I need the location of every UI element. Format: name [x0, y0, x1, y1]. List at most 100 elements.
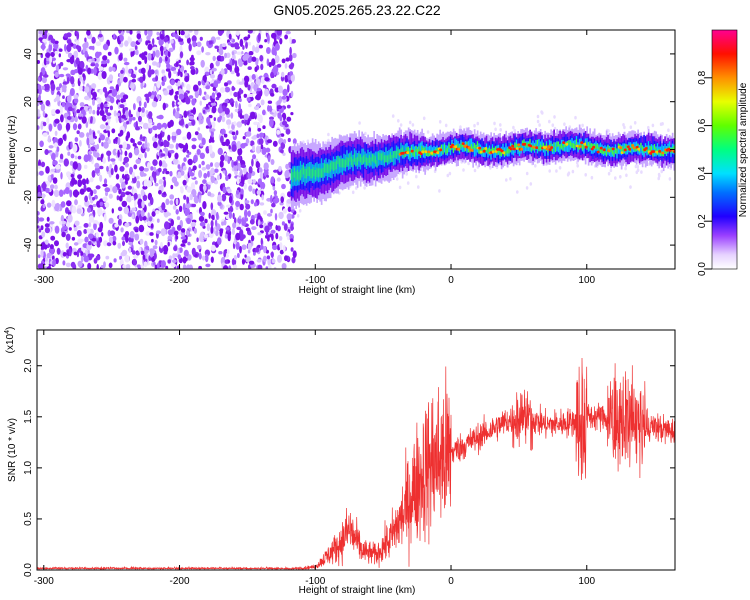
spectrogram-noise-blob: [76, 208, 82, 215]
spectrogram-signal-cell: [436, 147, 438, 153]
spectrogram-noise-blob: [70, 69, 76, 75]
spectrogram-signal-cell: [625, 143, 627, 149]
spectrogram-noise-blob: [162, 176, 166, 180]
spectrogram-signal-cell: [500, 151, 503, 156]
spectrogram-noise-blob: [59, 83, 62, 89]
spectrogram-noise-blob: [149, 249, 154, 258]
spectrogram-noise-blob: [47, 135, 51, 143]
spectrogram-noise-blob: [614, 176, 617, 180]
spectrogram-noise-blob: [476, 121, 480, 126]
spectrogram-peak-cell: [620, 151, 624, 155]
spectrogram-signal-cell: [640, 142, 642, 148]
spectrogram-noise-blob: [208, 212, 211, 219]
spectrogram-noise-blob: [137, 106, 142, 113]
spectrogram-noise-blob: [50, 51, 55, 58]
spectrogram-noise-blob: [142, 73, 146, 81]
spectrogram-noise-blob: [189, 56, 195, 62]
spectrogram-noise-blob: [106, 242, 112, 247]
spectrogram-noise-blob: [265, 30, 270, 34]
spectrogram-noise-blob: [221, 221, 225, 226]
spectrogram-noise-blob: [113, 258, 117, 263]
spectrogram-noise-blob: [153, 261, 156, 266]
spectrogram-noise-blob: [131, 250, 136, 255]
spectrogram-signal-cell: [490, 149, 492, 160]
spectrogram-noise-blob: [660, 169, 663, 174]
spectrogram-noise-blob: [153, 166, 157, 172]
spectrogram-signal-cell: [587, 142, 590, 148]
spectrogram-noise-blob: [226, 119, 232, 126]
spectrogram-noise-blob: [241, 244, 247, 250]
spectrogram-noise-blob: [260, 63, 264, 71]
spectrogram-noise-blob: [233, 254, 237, 261]
spectrogram-signal-cell: [491, 147, 494, 152]
spectrogram-noise-blob: [196, 41, 202, 48]
snr-y-label: SNR (10 * v/v): [7, 418, 18, 482]
spectrogram-noise-blob: [267, 100, 273, 104]
spectrogram-noise-blob: [189, 172, 195, 177]
spectrogram-signal-cell: [542, 142, 545, 148]
spectrogram-noise-blob: [204, 94, 210, 100]
spectrogram-noise-blob: [86, 228, 91, 234]
spectrogram-y-tick-label: 0: [23, 146, 34, 152]
spectrogram-noise-blob: [101, 142, 104, 147]
spectrogram-noise-blob: [83, 255, 90, 263]
spectrogram-noise-blob: [245, 138, 250, 144]
spectrogram-noise-blob: [58, 137, 64, 145]
spectrogram-noise-blob: [264, 39, 268, 43]
spectrogram-noise-blob: [62, 252, 67, 257]
spectrogram-noise-blob: [70, 153, 75, 159]
spectrogram-noise-blob: [207, 191, 212, 197]
spectrogram-noise-blob: [75, 31, 78, 35]
spectrogram-noise-blob: [158, 190, 162, 195]
spectrogram-noise-blob: [505, 178, 508, 182]
spectrogram-signal-cell: [341, 159, 344, 168]
spectrogram-signal-cell: [622, 146, 624, 151]
spectrogram-signal-cell: [370, 157, 372, 166]
spectrogram-noise-blob: [269, 118, 274, 128]
spectrogram-noise-blob: [289, 71, 294, 76]
spectrogram-signal-cell: [353, 153, 356, 162]
spectrogram-noise-blob: [97, 71, 103, 81]
spectrogram-noise-blob: [88, 233, 94, 239]
spectrogram-noise-blob: [99, 134, 105, 141]
spectrogram-noise-blob: [152, 50, 156, 58]
spectrogram-noise-blob: [438, 120, 442, 124]
spectrogram-noise-blob: [282, 120, 288, 126]
spectrogram-noise-blob: [239, 245, 242, 254]
spectrogram-noise-blob: [216, 237, 222, 246]
spectrogram-noise-blob: [92, 109, 96, 115]
spectrogram-peak-cell: [421, 150, 425, 154]
spectrogram-noise-blob: [40, 161, 46, 168]
spectrogram-noise-blob: [248, 260, 255, 265]
spectrogram-noise-blob: [94, 63, 99, 68]
spectrogram-noise-blob: [268, 105, 273, 112]
spectrogram-noise-blob: [238, 182, 243, 186]
spectrogram-noise-blob: [71, 177, 76, 186]
spectrogram-noise-blob: [243, 75, 250, 84]
spectrogram-noise-blob: [172, 253, 176, 260]
spectrogram-noise-blob: [149, 127, 153, 133]
spectrogram-noise-blob: [92, 98, 95, 106]
spectrogram-noise-blob: [119, 129, 124, 136]
spectrogram-noise-blob: [108, 236, 113, 244]
spectrogram-noise-blob: [266, 47, 271, 54]
spectrogram-noise-blob: [239, 38, 244, 48]
spectrogram-noise-blob: [199, 87, 202, 96]
spectrogram-signal-cell: [509, 144, 512, 161]
spectrogram-noise-blob: [118, 115, 123, 124]
spectrogram-noise-blob: [186, 264, 191, 269]
spectrogram-noise-blob: [76, 230, 82, 237]
spectrogram-signal-cell: [461, 141, 464, 152]
spectrogram-noise-blob: [186, 154, 190, 158]
spectrogram-noise-blob: [199, 152, 205, 159]
spectrogram-signal-cell: [337, 157, 339, 175]
spectrogram-signal-cell: [649, 145, 651, 151]
spectrogram-signal-cell: [506, 148, 509, 154]
spectrogram-noise-blob: [260, 76, 265, 84]
spectrogram-noise-blob: [190, 182, 195, 191]
spectrogram-noise-blob: [55, 164, 61, 170]
spectrogram-noise-blob: [459, 125, 462, 129]
spectrogram-peak-cell: [470, 149, 474, 152]
colorbar-ticks: 0.00.20.40.60.8: [697, 70, 712, 276]
spectrogram-peak-cell: [547, 145, 551, 149]
